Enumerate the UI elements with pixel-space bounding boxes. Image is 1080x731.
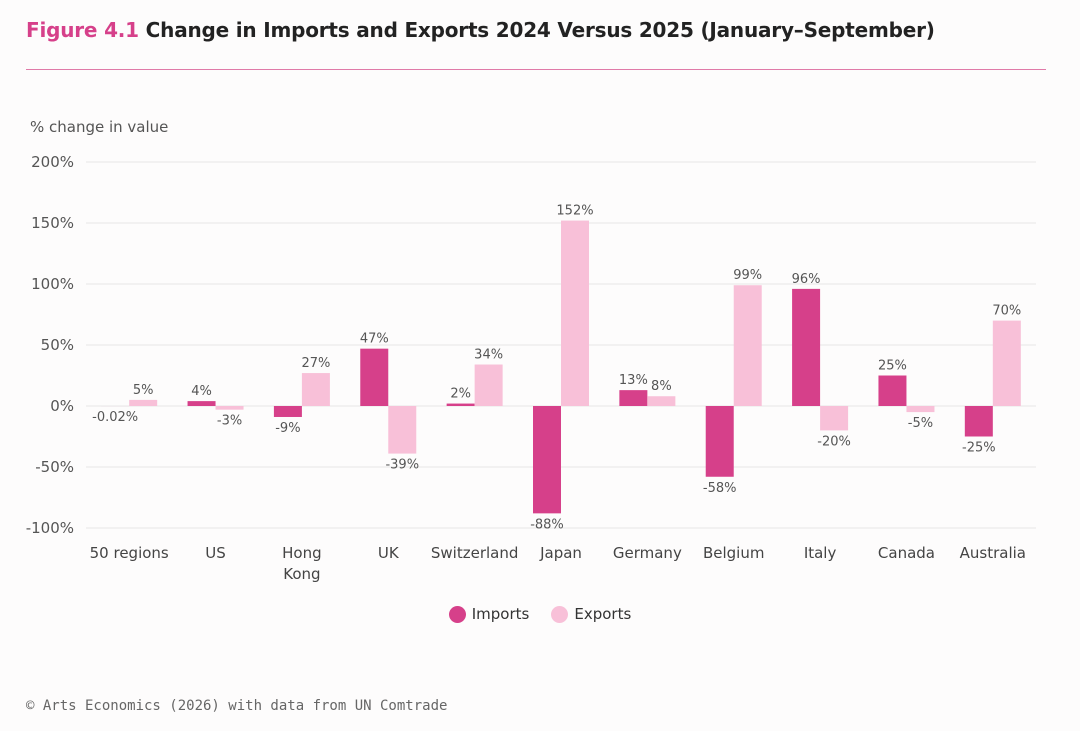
value-label-exports: -20%: [817, 434, 851, 449]
bar-imports: [792, 288, 821, 406]
value-label-imports: -58%: [703, 481, 737, 496]
value-label-imports: -0.02%: [92, 410, 138, 425]
value-label-exports: 5%: [133, 383, 154, 398]
value-label-imports: 2%: [450, 387, 471, 402]
x-tick-label: Italy: [804, 544, 837, 562]
bar-imports: [878, 375, 907, 406]
bar-imports: [273, 406, 302, 417]
bar-imports: [619, 390, 648, 406]
value-label-exports: 99%: [733, 268, 762, 283]
x-tick-label: Japan: [539, 544, 582, 562]
bars: [101, 220, 1021, 514]
x-tick-label: 50 regions: [90, 544, 169, 562]
bar-imports: [187, 401, 216, 406]
x-tick-label: US: [205, 544, 226, 562]
bar-exports: [301, 373, 330, 406]
bar-exports: [474, 364, 503, 406]
value-label-imports: 96%: [792, 272, 821, 287]
bar-exports: [129, 399, 158, 406]
bar-exports: [647, 396, 676, 406]
value-label-imports: 25%: [878, 359, 907, 374]
value-label-exports: -5%: [908, 416, 933, 431]
bar-exports: [215, 406, 244, 410]
value-label-exports: 34%: [474, 348, 503, 363]
value-label-exports: 27%: [301, 356, 330, 371]
x-tick-label: Hong: [282, 544, 322, 562]
bar-imports: [964, 406, 993, 437]
bar-exports: [733, 285, 762, 406]
bar-exports: [906, 406, 935, 413]
bar-exports: [388, 406, 417, 454]
y-tick-label: 150%: [31, 214, 74, 232]
bar-imports: [705, 406, 734, 477]
value-label-exports: -3%: [217, 414, 242, 429]
title-divider: [26, 69, 1046, 70]
bar-exports: [992, 320, 1021, 406]
x-tick-label: Kong: [283, 565, 320, 583]
bar-exports: [820, 406, 849, 431]
legend-item-exports: Exports: [551, 605, 631, 623]
legend: Imports Exports: [0, 605, 1080, 623]
bar-exports: [561, 220, 589, 406]
y-axis-ticks: -100% -50% 0% 50% 100% 150% 200%: [26, 153, 74, 537]
x-tick-label: Germany: [613, 544, 682, 562]
x-tick-label: Belgium: [703, 544, 765, 562]
bar-imports: [446, 403, 475, 406]
value-labels: -0.02% 5% 4% -3% -9% 27% 47% -39% 2% 34% -88% 152% 1…: [92, 204, 1021, 533]
source-note: © Arts Economics (2026) with data from U…: [26, 698, 448, 714]
bar-imports: [360, 348, 389, 406]
y-axis-label: % change in value: [30, 118, 168, 136]
x-axis-ticks: 50 regions US Hong Kong UK Switzerland Japan Ge…: [90, 544, 1026, 583]
value-label-imports: -88%: [530, 517, 564, 532]
legend-label-exports: Exports: [574, 605, 632, 623]
x-tick-label: Canada: [878, 544, 935, 562]
legend-swatch-exports: [551, 605, 569, 623]
title-text: Change in Imports and Exports 2024 Versu…: [145, 18, 935, 42]
x-tick-label: Switzerland: [431, 544, 519, 562]
value-label-exports: -39%: [385, 458, 419, 473]
value-label-imports: -9%: [275, 421, 300, 436]
value-label-imports: 47%: [360, 332, 389, 347]
value-label-exports: 8%: [651, 379, 672, 394]
value-label-imports: 13%: [619, 373, 648, 388]
y-tick-label: 0%: [50, 397, 74, 415]
x-tick-label: Australia: [960, 544, 1026, 562]
y-tick-label: -100%: [26, 519, 74, 537]
figure-label: Figure 4.1: [26, 18, 139, 42]
bar-chart: % change in value -100% -50% 0% 50% 100% 150%…: [26, 118, 1036, 583]
chart-title: Figure 4.1 Change in Imports and Exports…: [26, 18, 935, 42]
y-tick-label: 50%: [41, 336, 74, 354]
value-label-imports: -25%: [962, 441, 996, 456]
y-tick-label: 200%: [31, 153, 74, 171]
value-label-imports: 4%: [191, 384, 212, 399]
y-tick-label: -50%: [35, 458, 74, 476]
value-label-exports: 152%: [556, 204, 593, 219]
bar-imports: [533, 406, 561, 514]
legend-item-imports: Imports: [448, 605, 530, 623]
value-label-exports: 70%: [992, 304, 1021, 319]
legend-label-imports: Imports: [471, 605, 530, 623]
x-tick-label: UK: [378, 544, 400, 562]
legend-swatch-imports: [448, 605, 466, 623]
y-tick-label: 100%: [31, 275, 74, 293]
